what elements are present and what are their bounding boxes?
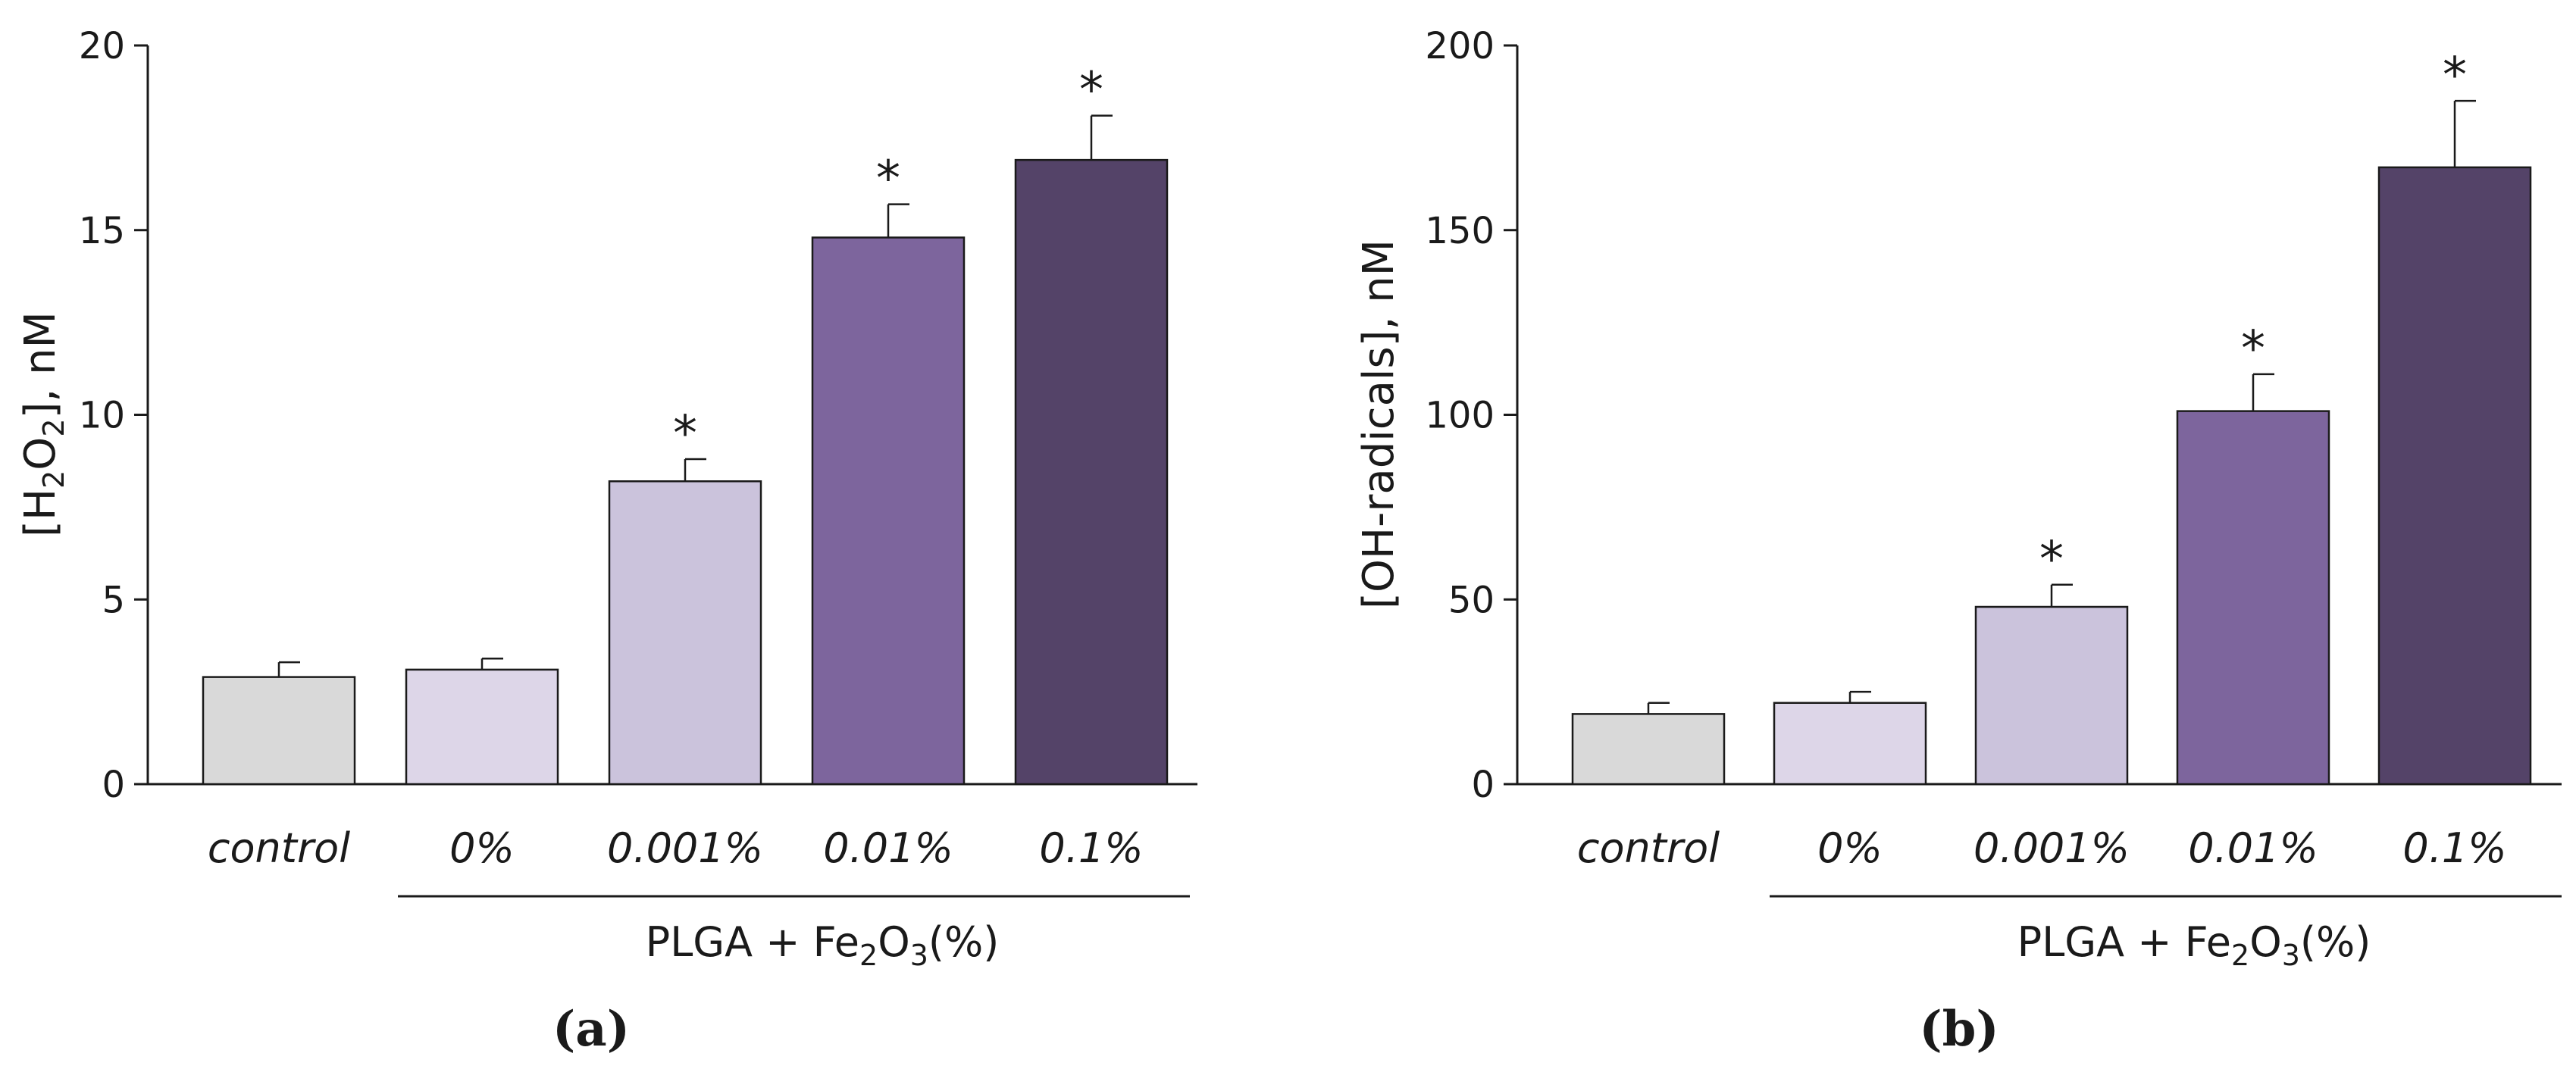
- panel-label-b: (b): [1919, 1001, 1999, 1058]
- significance-star-b-2: *: [2039, 532, 2064, 588]
- y-tick-label-b-0: 0: [1471, 764, 1495, 806]
- bar-a-2: [608, 480, 762, 786]
- y-tick-label-b-1: 50: [1448, 579, 1495, 621]
- panel-label-a: (a): [552, 1001, 630, 1058]
- group-label-b: PLGA + Fe2O3(%): [2017, 918, 2371, 972]
- category-label-b-3: 0.01%: [2188, 824, 2318, 872]
- y-tick-label-b-3: 150: [1425, 210, 1495, 252]
- significance-stars-b: * * *: [2039, 48, 2467, 588]
- bar-a-1: [405, 668, 559, 786]
- category-label-b-0: control: [1577, 824, 1720, 872]
- bar-a-3: [811, 236, 966, 786]
- bar-a-0: [202, 676, 356, 786]
- bar-b-3: [2176, 410, 2330, 786]
- category-label-a-0: control: [208, 824, 350, 872]
- y-tick-label-a-3: 15: [79, 210, 125, 252]
- bar-b-0: [1571, 713, 1726, 786]
- y-axis-title-a: [H2O2], nM: [16, 311, 70, 537]
- y-ticks-a: 0 5 10 15 20: [79, 25, 148, 806]
- bar-b-1: [1773, 702, 1927, 786]
- y-tick-label-a-4: 20: [79, 25, 125, 67]
- y-tick-label-a-1: 5: [102, 579, 125, 621]
- bar-b-2: [1974, 605, 2129, 786]
- significance-stars-a: * * *: [673, 63, 1103, 462]
- bars-a: [202, 158, 1169, 786]
- error-bars-b: [1647, 99, 2476, 714]
- bar-a-4: [1014, 158, 1169, 786]
- significance-star-a-4: *: [1079, 63, 1103, 119]
- significance-star-b-4: *: [2443, 48, 2467, 104]
- category-label-b-4: 0.1%: [2402, 824, 2506, 872]
- category-label-a-2: 0.001%: [607, 824, 763, 872]
- y-tick-label-b-4: 200: [1425, 25, 1495, 67]
- category-labels-a: control 0% 0.001% 0.01% 0.1%: [208, 824, 1144, 872]
- y-tick-label-a-2: 10: [79, 395, 125, 437]
- category-label-a-1: 0%: [449, 824, 515, 872]
- bars-b: [1571, 166, 2532, 786]
- significance-star-b-3: *: [2241, 321, 2265, 377]
- chart-panel-b: 0 50 100 150 200 * * * control 0% 0.001% 0.01% 0.1…: [1354, 25, 2562, 1058]
- significance-star-a-3: *: [876, 152, 900, 208]
- category-labels-b: control 0% 0.001% 0.01% 0.1%: [1577, 824, 2507, 872]
- y-tick-label-a-0: 0: [102, 764, 125, 806]
- category-label-a-4: 0.1%: [1039, 824, 1143, 872]
- chart-panel-a: 0 5 10 15 20 * * * control 0% 0.001% 0.01% 0.1% [H…: [16, 25, 1197, 1058]
- category-label-b-1: 0%: [1817, 824, 1883, 872]
- category-label-b-2: 0.001%: [1973, 824, 2130, 872]
- bar-b-4: [2377, 166, 2532, 786]
- y-axis-title-b: [OH-radicals], nM: [1354, 239, 1404, 609]
- y-ticks-b: 0 50 100 150 200: [1425, 25, 1517, 806]
- y-tick-label-b-2: 100: [1425, 395, 1495, 437]
- category-label-a-3: 0.01%: [823, 824, 953, 872]
- significance-star-a-2: *: [673, 406, 697, 462]
- error-bars-a: [277, 114, 1113, 677]
- group-label-a: PLGA + Fe2O3(%): [646, 918, 1000, 972]
